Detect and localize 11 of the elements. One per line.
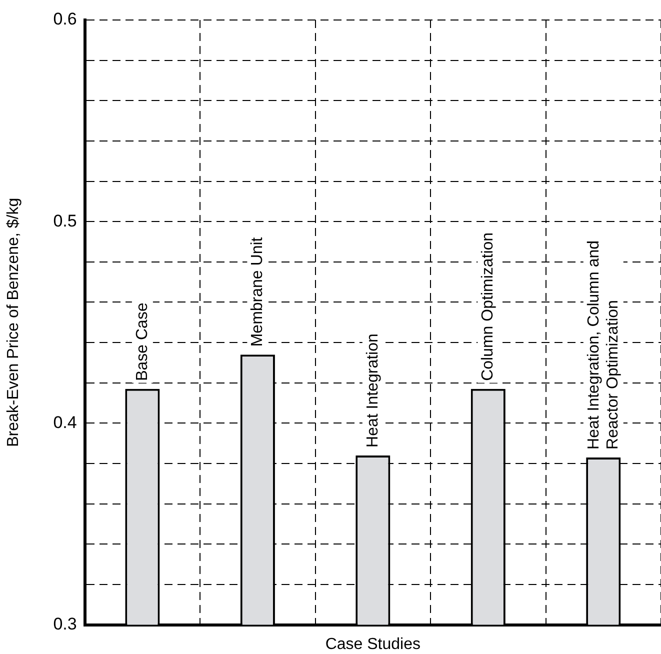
y-tick-label: 0.4: [53, 412, 77, 432]
x-tick-label: Column Optimization: [480, 232, 497, 381]
y-tick-label: 0.6: [53, 10, 77, 29]
y-tick-label: 0.3: [53, 614, 77, 634]
y-tick-label: 0.5: [53, 211, 77, 230]
x-tick-label: Base Case: [134, 302, 151, 381]
x-tick-label: Heat Integration: [364, 334, 382, 448]
x-axis-title: Case Studies: [325, 636, 420, 653]
y-axis-title: Break-Even Price of Benzene, $/kg: [5, 198, 22, 447]
x-tick-label: Heat Integration, Column and Reactor Optimization: [585, 240, 622, 450]
x-tick-label: Membrane Unit: [249, 236, 266, 347]
